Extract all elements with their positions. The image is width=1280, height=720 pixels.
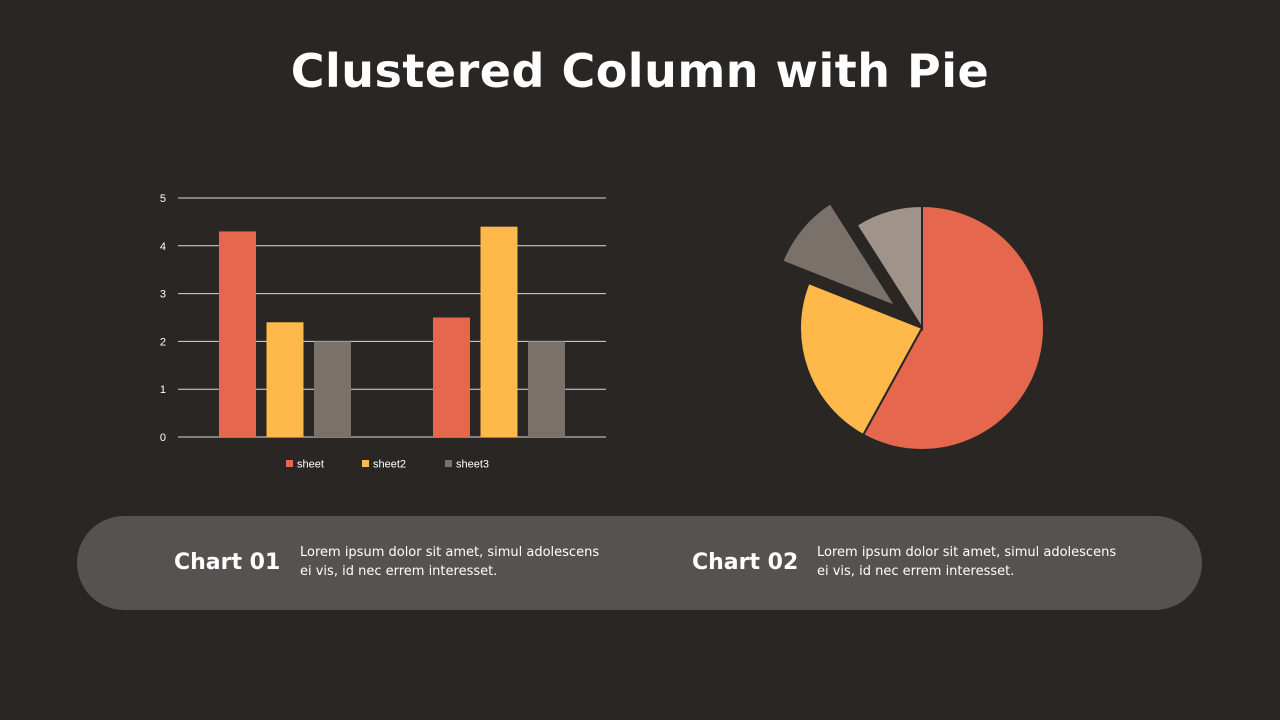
legend-label-sheet: sheet bbox=[297, 459, 324, 471]
bar-sheet2-1 bbox=[266, 322, 304, 437]
chart-01-heading: Chart 01 bbox=[174, 550, 281, 575]
chart-01-description: Lorem ipsum dolor sit amet, simul adoles… bbox=[300, 545, 600, 579]
caption-panel: Chart 01 Lorem ipsum dolor sit amet, sim… bbox=[77, 516, 1202, 610]
y-tick-label: 0 bbox=[160, 432, 166, 444]
y-tick-label: 1 bbox=[160, 384, 166, 396]
bar-sheet-1 bbox=[219, 231, 256, 437]
slide-title: Clustered Column with Pie bbox=[290, 44, 990, 98]
bar-sheet-2 bbox=[433, 317, 470, 437]
pie-slice-1 bbox=[861, 204, 1045, 451]
legend-label-sheet2: sheet2 bbox=[373, 459, 406, 471]
clustered-column-chart: 0 1 2 3 4 5 sheet sheet2 sheet3 bbox=[160, 193, 606, 471]
legend-swatch-sheet bbox=[286, 460, 293, 467]
y-tick-label: 3 bbox=[160, 289, 166, 301]
pie-slice-4 bbox=[855, 204, 923, 332]
legend-swatch-sheet2 bbox=[362, 460, 369, 467]
legend-swatch-sheet3 bbox=[445, 460, 452, 467]
bar-sheet2-2 bbox=[480, 226, 518, 437]
y-tick-label: 5 bbox=[160, 193, 166, 205]
chart-02-description: Lorem ipsum dolor sit amet, simul adoles… bbox=[817, 545, 1117, 579]
pie-slice-2 bbox=[799, 281, 924, 437]
chart-02-heading: Chart 02 bbox=[692, 550, 799, 575]
legend-label-sheet3: sheet3 bbox=[456, 459, 489, 471]
y-tick-label: 2 bbox=[160, 336, 166, 348]
bar-sheet3-2 bbox=[528, 341, 565, 437]
y-tick-label: 4 bbox=[160, 241, 166, 253]
pie-chart bbox=[781, 201, 1045, 451]
bar-sheet3-1 bbox=[314, 341, 351, 437]
pie-slice-3 bbox=[781, 201, 899, 309]
